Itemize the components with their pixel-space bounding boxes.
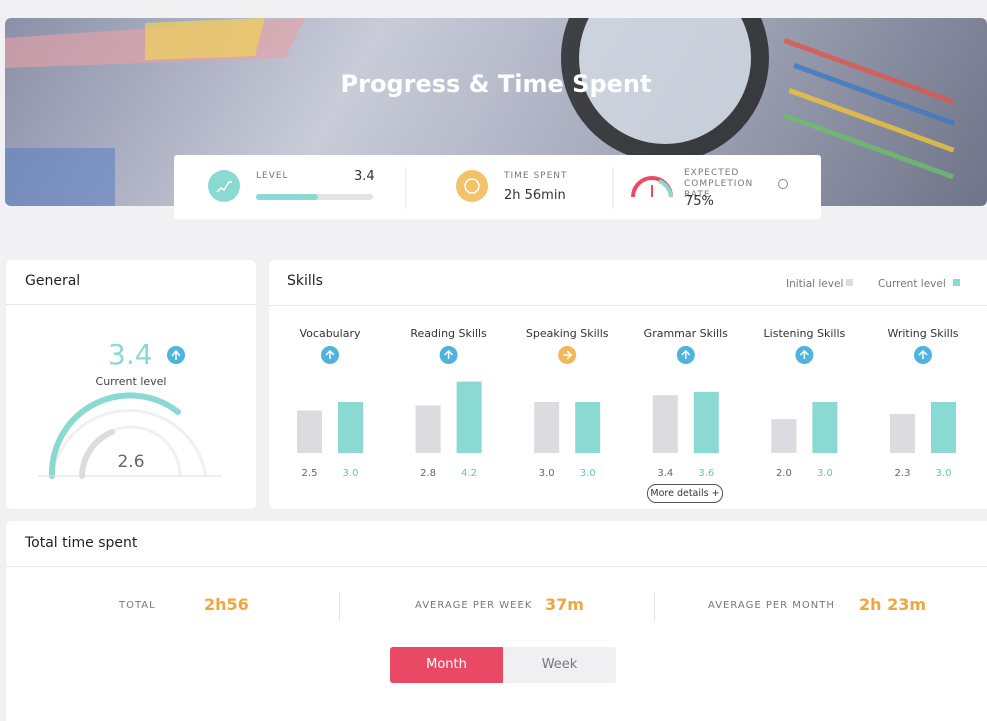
bar-value: 2.0 (776, 468, 792, 479)
legend-label: Initial level (786, 278, 843, 290)
trend-arrow (799, 349, 809, 359)
stats-card: LEVEL 3.4 TIME SPENT 2h 56min EXPECTED C… (174, 155, 821, 219)
bar-value: 3.0 (936, 468, 952, 479)
general-gauge (38, 346, 222, 479)
trend-arrow (918, 349, 928, 359)
bar-value: 3.0 (343, 468, 359, 479)
skill-name: Listening Skills (764, 327, 846, 340)
month-tab[interactable]: Month (390, 647, 503, 683)
level-label: LEVEL (256, 171, 289, 181)
skill-name: Reading Skills (410, 327, 487, 340)
legend-swatch (846, 279, 853, 286)
month-value: 2h 23m (859, 595, 927, 614)
skill-bar (338, 402, 363, 453)
week-label: AVERAGE PER WEEK (415, 600, 533, 611)
skill-bar (693, 391, 719, 453)
bar-value: 3.6 (698, 468, 714, 479)
total-label: TOTAL (119, 600, 156, 611)
divider (6, 304, 256, 305)
skill-bar (575, 402, 601, 453)
general-initial: 2.6 (117, 452, 145, 472)
skills-title: Skills (287, 273, 323, 289)
legend-label: Current level (878, 278, 946, 290)
week-value: 37m (545, 595, 584, 614)
completion-value: 75% (685, 194, 714, 209)
general-current-label: Current level (95, 375, 167, 388)
skills-chart: Initial level Current level Vocabulary 2.5 3… (297, 278, 960, 479)
skill-bar (771, 419, 797, 453)
skill-bar (534, 402, 560, 453)
banner: Progress & Time Spent (5, 18, 987, 206)
bar-value: 3.4 (657, 468, 673, 479)
page-title: Progress & Time Spent (340, 70, 652, 98)
trend-arrow (444, 349, 454, 359)
week-tab[interactable]: Week (503, 647, 616, 683)
skills-card: Skills Initial level Current level Vocabul… (269, 260, 987, 509)
skill-name: Speaking Skills (526, 327, 609, 340)
trend-arrow (563, 350, 573, 360)
total-value: 2h56 (204, 595, 249, 614)
general-current: 3.4 (108, 338, 153, 371)
divider (269, 305, 987, 306)
month-label: AVERAGE PER MONTH (708, 600, 835, 611)
time-label: TIME SPENT (504, 171, 568, 181)
skill-name: Vocabulary (300, 327, 361, 340)
time-title: Total time spent (25, 535, 138, 551)
separator (339, 592, 340, 621)
skill-name: Writing Skills (887, 327, 958, 340)
completion-label: EXPECTED COMPLETION RATE (684, 168, 754, 200)
bar-value: 3.0 (817, 468, 833, 479)
skill-bar (931, 402, 956, 453)
skill-bar (456, 381, 482, 453)
stats-icons (208, 167, 788, 209)
legend-swatch (953, 279, 960, 286)
trend-arrow (325, 349, 335, 359)
bar-value: 2.8 (420, 468, 436, 479)
skill-bar (297, 410, 322, 453)
banner-art (5, 18, 955, 206)
bar-value: 3.0 (580, 468, 596, 479)
bar-value: 2.5 (302, 468, 318, 479)
separator (654, 592, 655, 621)
skill-name: Grammar Skills (644, 327, 728, 340)
time-value: 2h 56min (504, 188, 566, 203)
general-title: General (25, 273, 81, 289)
bar-value: 3.0 (539, 468, 555, 479)
skill-bar (415, 405, 441, 453)
bar-value: 4.2 (461, 468, 477, 479)
more-details-button[interactable]: More details + (647, 484, 723, 503)
page: Progress & Time Spent LEVEL 3.4 TIME SPE… (5, 18, 987, 721)
time-card: Total time spent (6, 521, 987, 721)
level-value: 3.4 (354, 169, 375, 184)
divider (6, 566, 987, 567)
general-card: General 3.4 Current level 2.6 (6, 260, 256, 509)
bar-value: 2.3 (895, 468, 911, 479)
skill-bar (890, 413, 915, 453)
trend-arrow (681, 349, 691, 359)
skill-bar (812, 402, 838, 453)
skill-bar (652, 395, 678, 453)
